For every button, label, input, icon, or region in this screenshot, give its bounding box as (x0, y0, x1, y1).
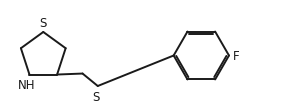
Text: NH: NH (18, 79, 35, 92)
Text: F: F (233, 50, 239, 62)
Text: S: S (92, 90, 100, 103)
Text: S: S (40, 16, 47, 29)
